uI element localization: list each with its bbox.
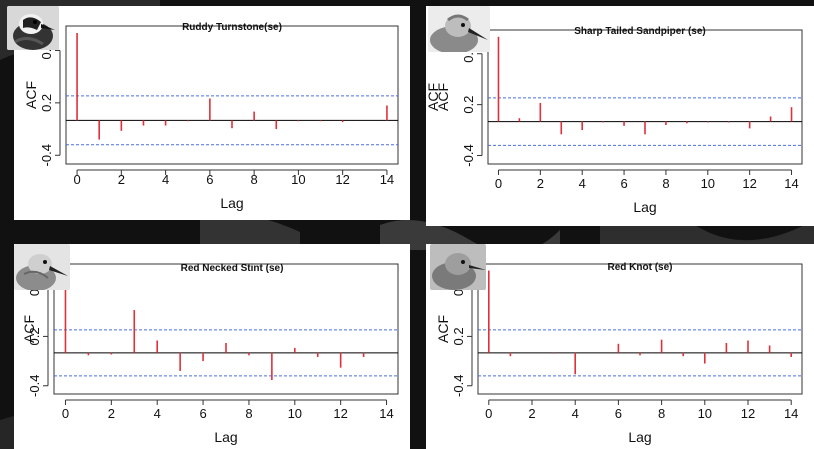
plot-frame xyxy=(487,29,803,165)
x-tick-label: 14 xyxy=(784,406,798,421)
x-tick-label: 2 xyxy=(528,406,535,421)
x-tick-label: 4 xyxy=(579,176,586,191)
x-axis-label: Lag xyxy=(633,199,656,215)
red-necked-stint-photo-icon xyxy=(14,244,70,290)
x-tick-label: 0 xyxy=(73,172,80,187)
x-tick-label: 12 xyxy=(335,172,349,187)
chart-title: Ruddy Turnstone(se) xyxy=(182,22,282,33)
y-tick-label: -0.4 xyxy=(451,375,466,397)
x-axis-label: Lag xyxy=(214,429,237,445)
plot-frame xyxy=(477,263,803,395)
x-tick-label: 12 xyxy=(741,406,755,421)
y-tick-label: -0.4 xyxy=(39,144,54,166)
plot-frame xyxy=(65,25,399,165)
plot-frame xyxy=(53,263,399,395)
chart-title: Red Knot (se) xyxy=(608,262,673,273)
y-axis-label: ACF xyxy=(435,83,451,111)
x-tick-label: 6 xyxy=(199,406,206,421)
x-tick-label: 8 xyxy=(245,406,252,421)
acf-panel-sharp-tailed-sandpiper: Sharp Tailed Sandpiper (se) 0 2 4 6 8 10 12 14 -0… xyxy=(426,6,814,226)
x-tick-label: 8 xyxy=(658,406,665,421)
x-tick-label: 4 xyxy=(162,172,169,187)
chart-title: Sharp Tailed Sandpiper (se) xyxy=(574,26,706,37)
red-knot-photo-icon xyxy=(430,244,486,290)
x-tick-label: 10 xyxy=(291,172,305,187)
x-tick-label: 6 xyxy=(620,176,627,191)
x-tick-label: 14 xyxy=(380,172,394,187)
x-tick-label: 4 xyxy=(154,406,161,421)
acf-panel-ruddy-turnstone: Ruddy Turnstone(se) 0 2 4 6 8 10 12 14 -0.4 0.2 0.8… xyxy=(14,6,410,220)
y-tick-label: 0.2 xyxy=(451,327,466,345)
acf-chart-ruddy-turnstone: Ruddy Turnstone(se)0 2 4 6 8 10 12 14-0.40.20.8… xyxy=(23,22,399,211)
x-tick-label: 12 xyxy=(742,176,756,191)
y-axis-label: ACF xyxy=(23,81,39,109)
y-axis-label: ACF xyxy=(21,315,37,343)
acf-chart-sharp-tailed-sandpiper: Sharp Tailed Sandpiper (se) 0 2 4 6 8 10 12 14 -0… xyxy=(426,26,803,215)
x-axis-label: Lag xyxy=(628,429,651,445)
x-tick-label: 10 xyxy=(701,176,715,191)
x-tick-label: 2 xyxy=(118,172,125,187)
x-tick-label: 2 xyxy=(537,176,544,191)
y-tick-label: 0.2 xyxy=(39,94,54,112)
x-tick-label: 2 xyxy=(108,406,115,421)
y-tick-label: -0.4 xyxy=(27,375,42,397)
x-tick-label: 14 xyxy=(784,176,798,191)
y-tick-label: 0.2 xyxy=(27,327,42,345)
x-tick-label: 0 xyxy=(62,406,69,421)
y-axis-label-duplicate: ACF xyxy=(426,83,441,111)
y-tick-label: -0.4 xyxy=(461,144,476,166)
y-axis-label: ACF xyxy=(435,315,451,343)
ruddy-turnstone-photo-icon xyxy=(7,6,59,50)
chart-title: Red Necked Stint (se) xyxy=(181,263,284,274)
x-tick-label: 12 xyxy=(333,406,347,421)
acf-panel-red-necked-stint: Red Necked Stint (se)02468101214-0.40.20… xyxy=(14,244,410,449)
x-tick-label: 8 xyxy=(662,176,669,191)
x-tick-label: 0 xyxy=(485,406,492,421)
acf-chart-red-necked-stint: Red Necked Stint (se)02468101214-0.40.20… xyxy=(21,263,399,445)
x-tick-label: 6 xyxy=(615,406,622,421)
x-tick-label: 14 xyxy=(379,406,393,421)
x-tick-label: 10 xyxy=(288,406,302,421)
x-axis-label: Lag xyxy=(220,195,243,211)
x-tick-label: 0 xyxy=(495,176,502,191)
x-tick-label: 6 xyxy=(206,172,213,187)
x-tick-label: 10 xyxy=(698,406,712,421)
x-tick-label: 4 xyxy=(572,406,579,421)
x-tick-label: 8 xyxy=(251,172,258,187)
sharp-tailed-sandpiper-photo-icon xyxy=(428,6,490,52)
y-tick-label: 0.2 xyxy=(461,96,476,114)
